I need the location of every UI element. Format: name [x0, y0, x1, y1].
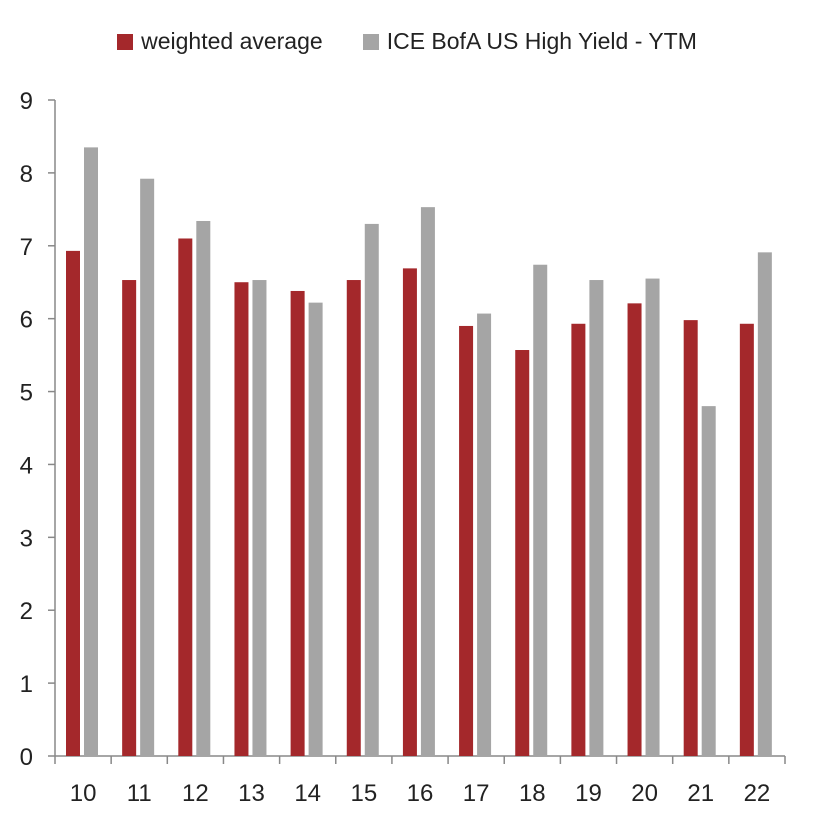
x-tick-label: 10 — [70, 780, 97, 807]
y-tick-label: 4 — [20, 452, 33, 479]
x-tick-label: 22 — [744, 780, 771, 807]
y-tick-label: 7 — [20, 234, 33, 261]
bar-weighted-average — [739, 323, 754, 756]
x-tick-label: 12 — [182, 780, 209, 807]
bar-weighted-average — [571, 323, 586, 756]
bar-high-yield-ytm — [533, 264, 548, 756]
y-tick-label: 1 — [20, 671, 33, 698]
y-tick-label: 6 — [20, 307, 33, 334]
bar-high-yield-ytm — [589, 280, 604, 756]
bar-high-yield-ytm — [420, 207, 435, 756]
bar-high-yield-ytm — [196, 220, 211, 757]
x-tick-label: 17 — [463, 780, 490, 807]
bar-high-yield-ytm — [140, 178, 155, 757]
x-tick-label: 21 — [687, 780, 714, 807]
bar-high-yield-ytm — [757, 252, 772, 757]
y-tick-label: 0 — [20, 744, 33, 771]
legend-item-high-yield: ICE BofA US High Yield - YTM — [362, 28, 697, 55]
x-tick-label: 18 — [519, 780, 546, 807]
x-tick-label: 13 — [238, 780, 265, 807]
y-tick-label: 8 — [20, 161, 33, 188]
bar-high-yield-ytm — [701, 406, 716, 756]
x-tick-label: 11 — [127, 780, 152, 807]
x-tick-label: 15 — [350, 780, 377, 807]
x-tick-label: 19 — [575, 780, 602, 807]
bar-high-yield-ytm — [252, 280, 267, 756]
legend-swatch-weighted-average — [117, 33, 134, 50]
bar-high-yield-ytm — [645, 278, 660, 756]
legend-item-weighted-average: weighted average — [117, 28, 323, 55]
bar-weighted-average — [234, 282, 249, 756]
legend-swatch-high-yield — [362, 33, 379, 50]
bar-high-yield-ytm — [84, 147, 98, 756]
bar-weighted-average — [290, 290, 305, 756]
x-tick-label: 14 — [294, 780, 321, 807]
y-tick-label: 9 — [20, 88, 33, 115]
x-tick-label: 16 — [407, 780, 434, 807]
bar-high-yield-ytm — [477, 313, 492, 756]
y-tick-label: 3 — [20, 525, 33, 552]
bar-weighted-average — [178, 238, 193, 756]
chart-legend: weighted average ICE BofA US High Yield … — [0, 28, 814, 55]
bar-weighted-average — [122, 280, 137, 756]
x-tick-label: 20 — [631, 780, 658, 807]
bar-weighted-average — [66, 250, 80, 756]
bar-weighted-average — [515, 350, 530, 756]
bar-weighted-average — [459, 325, 474, 756]
bar-weighted-average — [402, 268, 417, 756]
legend-label-high-yield: ICE BofA US High Yield - YTM — [386, 28, 697, 54]
bar-weighted-average — [627, 303, 642, 756]
y-tick-label: 2 — [20, 598, 33, 625]
bar-weighted-average — [346, 280, 361, 756]
bar-weighted-average — [683, 320, 698, 756]
y-tick-label: 5 — [20, 380, 33, 407]
legend-label-weighted-average: weighted average — [141, 28, 323, 54]
bar-high-yield-ytm — [364, 223, 379, 756]
bar-high-yield-ytm — [308, 302, 323, 756]
